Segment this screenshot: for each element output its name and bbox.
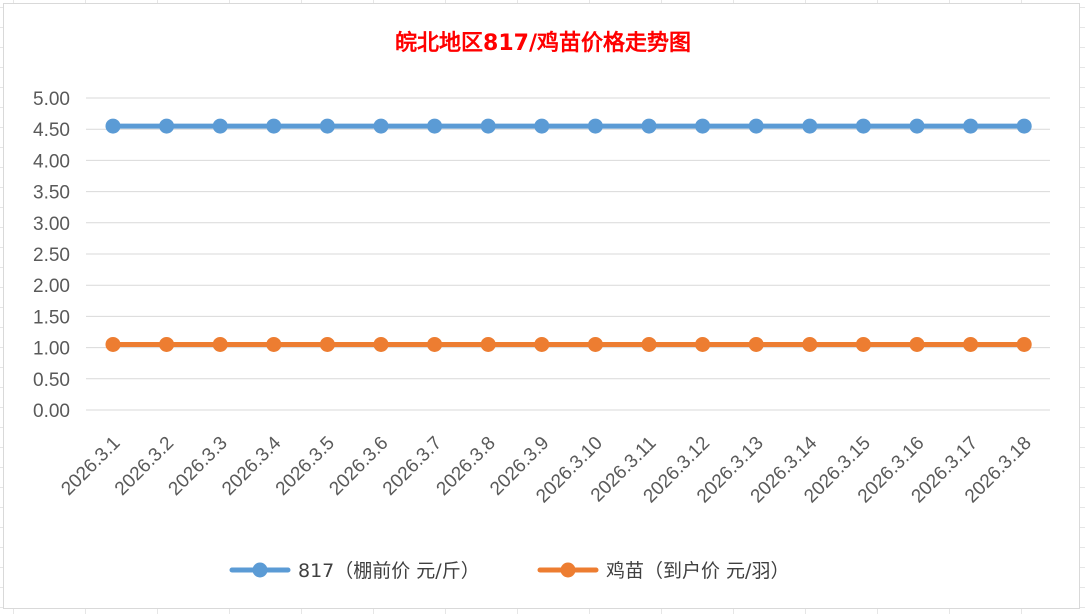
series-2 — [105, 336, 1032, 352]
series-layer — [105, 118, 1032, 352]
data-point[interactable] — [695, 118, 711, 134]
data-point[interactable] — [534, 336, 550, 352]
legend-swatch-marker — [252, 562, 268, 578]
data-point[interactable] — [909, 336, 925, 352]
legend-entry[interactable]: 鸡苗（到户价 元/羽） — [537, 560, 789, 582]
data-point[interactable] — [1016, 118, 1032, 134]
y-tick-label: 1.00 — [33, 339, 70, 360]
legend-entry[interactable]: 817（棚前价 元/斤） — [229, 560, 480, 582]
data-point[interactable] — [266, 118, 282, 134]
legend: 817（棚前价 元/斤） 鸡苗（到户价 元/羽） — [229, 560, 789, 582]
data-point[interactable] — [212, 118, 228, 134]
data-point[interactable] — [319, 118, 335, 134]
data-point[interactable] — [587, 118, 603, 134]
data-point[interactable] — [159, 336, 175, 352]
data-point[interactable] — [373, 336, 389, 352]
data-point[interactable] — [855, 336, 871, 352]
y-tick-label: 0.00 — [33, 401, 70, 422]
data-point[interactable] — [1016, 336, 1032, 352]
y-tick-label: 2.50 — [33, 245, 70, 266]
data-point[interactable] — [802, 336, 818, 352]
legend-label: 817（棚前价 元/斤） — [298, 560, 480, 582]
data-point[interactable] — [105, 336, 121, 352]
data-point[interactable] — [427, 336, 443, 352]
y-tick-label: 3.50 — [33, 183, 70, 204]
y-axis-tick-labels: 0.00 0.50 1.00 1.50 2.00 2.50 3.00 3.50 4.00 4.50… — [33, 89, 70, 422]
data-point[interactable] — [159, 118, 175, 134]
data-point[interactable] — [963, 118, 979, 134]
data-point[interactable] — [695, 336, 711, 352]
data-point[interactable] — [641, 336, 657, 352]
data-point[interactable] — [266, 336, 282, 352]
y-tick-label: 4.00 — [33, 151, 70, 172]
data-point[interactable] — [748, 118, 764, 134]
legend-swatch-marker — [560, 562, 576, 578]
data-point[interactable] — [212, 336, 228, 352]
data-point[interactable] — [534, 118, 550, 134]
gridlines — [86, 97, 1050, 411]
data-point[interactable] — [855, 118, 871, 134]
data-point[interactable] — [427, 118, 443, 134]
y-tick-label: 4.50 — [33, 120, 70, 141]
data-point[interactable] — [748, 336, 764, 352]
data-point[interactable] — [641, 118, 657, 134]
legend-label: 鸡苗（到户价 元/羽） — [606, 560, 789, 582]
y-tick-label: 3.00 — [33, 214, 70, 235]
y-tick-label: 0.50 — [33, 370, 70, 391]
x-axis-tick-labels: 2026.3.12026.3.22026.3.32026.3.42026.3.5… — [57, 432, 1035, 507]
data-point[interactable] — [587, 336, 603, 352]
y-tick-label: 2.00 — [33, 276, 70, 297]
data-point[interactable] — [909, 118, 925, 134]
data-point[interactable] — [319, 336, 335, 352]
data-point[interactable] — [480, 336, 496, 352]
y-tick-label: 5.00 — [33, 89, 70, 110]
data-point[interactable] — [963, 336, 979, 352]
data-point[interactable] — [373, 118, 389, 134]
y-tick-label: 1.50 — [33, 307, 70, 328]
data-point[interactable] — [480, 118, 496, 134]
chart-title: 皖北地区817/鸡苗价格走势图 — [395, 30, 691, 56]
chart-frame[interactable] — [3, 3, 1080, 609]
data-point[interactable] — [105, 118, 121, 134]
series-1 — [105, 118, 1032, 134]
data-point[interactable] — [802, 118, 818, 134]
